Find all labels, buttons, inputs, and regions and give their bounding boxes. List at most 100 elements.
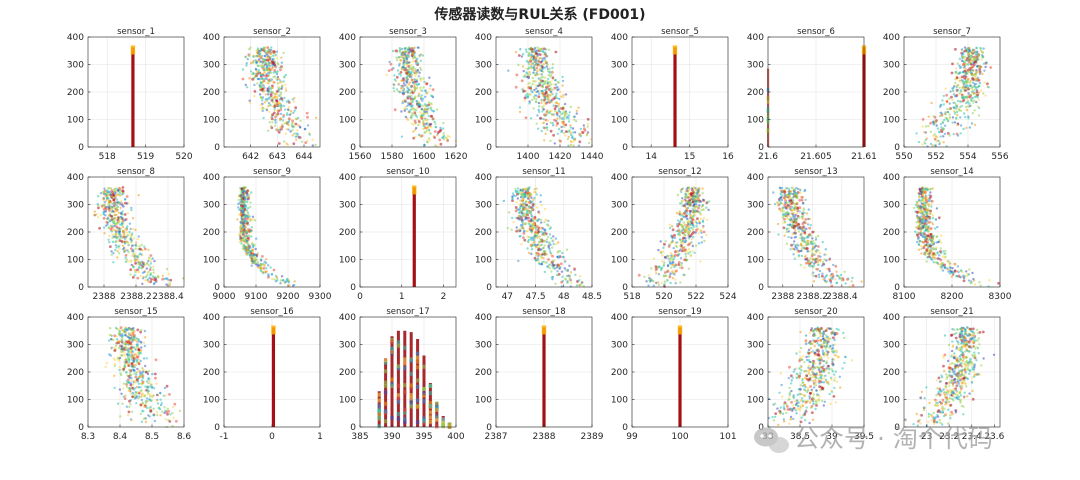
data-point — [670, 255, 674, 259]
data-point — [525, 222, 528, 225]
data-point — [413, 78, 416, 81]
data-point — [430, 126, 433, 129]
data-point — [695, 196, 699, 199]
data-point — [264, 258, 268, 261]
y-tick-label: 200 — [611, 88, 628, 98]
data-point — [140, 267, 144, 270]
data-point — [405, 71, 409, 75]
data-point — [244, 83, 247, 87]
data-point — [271, 84, 274, 88]
data-point — [514, 50, 518, 54]
data-point — [285, 120, 288, 123]
data-point — [288, 113, 291, 117]
data-point — [249, 219, 252, 222]
data-point — [977, 84, 981, 88]
data-point — [284, 87, 288, 90]
x-tick-label: 644 — [295, 152, 312, 162]
data-point — [517, 54, 521, 57]
data-point — [530, 66, 534, 70]
data-point — [586, 117, 590, 121]
data-point — [538, 53, 542, 56]
data-point — [668, 275, 672, 279]
data-point — [238, 201, 241, 204]
data-point — [553, 142, 556, 145]
data-point — [551, 246, 554, 249]
data-point — [654, 265, 658, 268]
data-point — [543, 250, 546, 253]
data-point — [783, 234, 786, 237]
data-point — [415, 80, 418, 83]
data-point — [917, 140, 921, 144]
data-point — [253, 94, 256, 98]
y-tick-label: 0 — [486, 143, 492, 153]
data-point — [424, 104, 427, 108]
data-point — [554, 50, 558, 54]
data-point — [397, 82, 400, 85]
data-point — [556, 81, 560, 84]
data-point — [970, 99, 973, 102]
data-point — [273, 108, 276, 112]
data-point — [515, 73, 519, 77]
x-tick-label: 47.5 — [526, 292, 546, 302]
data-point — [578, 140, 582, 144]
data-point — [267, 90, 271, 94]
data-point — [581, 130, 584, 134]
data-point — [562, 256, 565, 259]
data-point — [684, 192, 687, 196]
data-point — [813, 253, 816, 256]
data-point — [812, 280, 816, 283]
data-point — [521, 52, 525, 56]
data-point — [272, 268, 276, 272]
data-point — [130, 238, 133, 241]
data-point — [545, 240, 549, 244]
data-point — [280, 84, 284, 87]
data-point — [523, 96, 527, 100]
data-point — [954, 67, 958, 70]
data-point — [543, 244, 546, 247]
data-point — [108, 204, 112, 207]
y-tick-label: 200 — [747, 88, 764, 98]
data-point — [811, 230, 814, 234]
data-point — [261, 109, 264, 113]
data-point — [824, 248, 827, 251]
data-point — [533, 217, 537, 220]
data-point — [412, 130, 415, 133]
data-point — [117, 202, 120, 205]
data-point — [698, 204, 701, 207]
data-point — [414, 136, 417, 139]
data-point — [860, 280, 863, 283]
data-point — [124, 253, 128, 257]
data-point — [973, 60, 977, 64]
y-tick-label: 300 — [203, 61, 220, 71]
data-point — [527, 52, 531, 55]
data-point — [675, 245, 678, 249]
data-point — [531, 76, 534, 80]
data-point — [268, 65, 271, 69]
data-point — [557, 109, 561, 113]
data-point — [272, 105, 275, 108]
data-point — [550, 270, 553, 273]
data-point — [297, 116, 300, 120]
data-point — [701, 220, 705, 224]
data-point — [124, 241, 128, 244]
data-point — [697, 198, 701, 202]
data-point — [134, 228, 137, 232]
data-point — [248, 77, 251, 80]
data-point — [245, 249, 248, 252]
data-point — [573, 138, 577, 141]
data-line — [131, 47, 135, 148]
data-point — [688, 200, 692, 204]
data-point — [668, 226, 672, 230]
data-point — [540, 203, 543, 207]
data-point — [960, 75, 964, 79]
data-point — [529, 244, 532, 247]
data-point — [539, 227, 543, 230]
data-point — [530, 89, 533, 92]
data-point — [809, 223, 812, 227]
data-point — [534, 100, 538, 104]
data-point — [540, 75, 543, 79]
data-point — [552, 104, 555, 107]
data-point — [267, 82, 270, 85]
data-point — [554, 96, 557, 99]
data-point — [955, 86, 958, 89]
